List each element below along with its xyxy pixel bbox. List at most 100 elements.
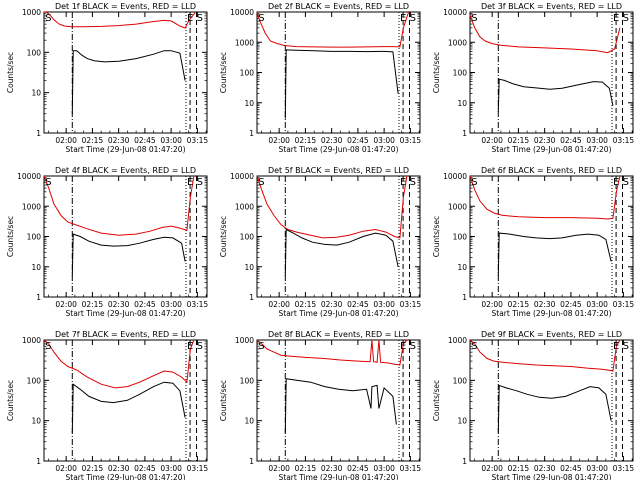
x-tick-label: 03:15 bbox=[613, 300, 635, 309]
x-tick-label: 02:45 bbox=[560, 136, 582, 145]
lld-series-line bbox=[469, 14, 621, 54]
y-tick-label: 100 bbox=[453, 69, 468, 78]
x-axis-label: Start Time (29-Jun-08 01:47:20) bbox=[66, 309, 186, 318]
marker-label-s: S bbox=[623, 13, 629, 24]
x-axis-label: Start Time (29-Jun-08 01:47:20) bbox=[279, 145, 399, 154]
marker-label-e: E bbox=[400, 177, 406, 188]
plot-frame bbox=[469, 11, 634, 134]
y-tick-label: 100 bbox=[453, 376, 468, 385]
y-tick-label: 10000 bbox=[17, 172, 41, 181]
lld-series-line bbox=[43, 11, 196, 29]
x-tick-label: 03:00 bbox=[586, 136, 608, 145]
x-tick-label: 02:00 bbox=[268, 464, 290, 473]
lld-series-line bbox=[469, 339, 621, 372]
chart-title: Det 9f BLACK = Events, RED = LLD bbox=[481, 330, 622, 339]
y-tick-label: 1000 bbox=[448, 38, 467, 47]
events-series-line bbox=[71, 381, 186, 433]
marker-label-e: E bbox=[187, 13, 193, 24]
x-tick-label: 02:30 bbox=[534, 464, 556, 473]
y-tick-label: 1000 bbox=[22, 202, 41, 211]
y-axis-label: Counts/sec bbox=[6, 380, 15, 421]
x-tick-label: 02:00 bbox=[481, 136, 503, 145]
marker-label-e: E bbox=[400, 341, 406, 352]
y-tick-label: 10 bbox=[457, 417, 467, 426]
y-tick-label: 1 bbox=[249, 457, 254, 466]
x-tick-label: 02:30 bbox=[108, 464, 130, 473]
y-tick-label: 10 bbox=[457, 263, 467, 272]
events-series-line bbox=[497, 384, 612, 433]
lld-series-line bbox=[256, 11, 410, 48]
chart-title: Det 3f BLACK = Events, RED = LLD bbox=[481, 2, 622, 11]
chart-title: Det 2f BLACK = Events, RED = LLD bbox=[268, 2, 409, 11]
y-tick-label: 10 bbox=[31, 263, 41, 272]
lld-series-line bbox=[43, 339, 195, 389]
marker-label-s: S bbox=[197, 341, 203, 352]
y-tick-label: 100 bbox=[240, 69, 255, 78]
marker-label-e: E bbox=[187, 341, 193, 352]
x-tick-label: 03:00 bbox=[373, 300, 395, 309]
marker-label-s: S bbox=[471, 13, 477, 24]
lld-series-line bbox=[256, 175, 408, 239]
x-tick-label: 03:15 bbox=[187, 464, 209, 473]
y-tick-label: 10000 bbox=[443, 172, 467, 181]
events-series-line bbox=[284, 49, 399, 119]
x-tick-label: 02:00 bbox=[268, 300, 290, 309]
x-tick-label: 03:00 bbox=[160, 136, 182, 145]
y-tick-label: 1000 bbox=[235, 38, 254, 47]
x-axis-label: Start Time (29-Jun-08 01:47:20) bbox=[66, 473, 186, 480]
y-tick-label: 1 bbox=[36, 293, 41, 302]
y-axis-label: Counts/sec bbox=[6, 216, 15, 257]
x-tick-label: 02:30 bbox=[534, 136, 556, 145]
chart-panel-2: Det 2f BLACK = Events, RED = LLD 1 10 100 10… bbox=[219, 2, 421, 154]
x-tick-label: 02:30 bbox=[534, 300, 556, 309]
y-tick-label: 1 bbox=[36, 457, 41, 466]
x-tick-label: 03:15 bbox=[613, 136, 635, 145]
y-tick-label: 100 bbox=[240, 233, 255, 242]
y-tick-label: 1000 bbox=[22, 8, 41, 17]
chart-panel-7: Det 7f BLACK = Events, RED = LLD 1 10 100 10… bbox=[6, 330, 209, 482]
plot-frame bbox=[43, 175, 208, 298]
lld-series-line bbox=[43, 175, 195, 236]
x-tick-label: 03:00 bbox=[373, 464, 395, 473]
x-tick-label: 03:00 bbox=[586, 464, 608, 473]
y-tick-label: 1000 bbox=[235, 202, 254, 211]
x-tick-label: 02:45 bbox=[347, 464, 369, 473]
x-axis-label: Start Time (29-Jun-08 01:47:20) bbox=[492, 473, 612, 480]
y-axis-label: Counts/sec bbox=[432, 380, 441, 421]
y-tick-label: 10 bbox=[244, 417, 254, 426]
marker-label-s: S bbox=[410, 13, 416, 24]
x-tick-label: 02:15 bbox=[508, 136, 530, 145]
y-axis-label: Counts/sec bbox=[432, 52, 441, 93]
y-tick-label: 1 bbox=[249, 129, 254, 138]
y-tick-label: 1000 bbox=[448, 202, 467, 211]
y-tick-label: 1 bbox=[462, 293, 467, 302]
x-tick-label: 03:15 bbox=[187, 300, 209, 309]
y-tick-label: 10 bbox=[244, 263, 254, 272]
y-tick-label: 10000 bbox=[230, 8, 254, 17]
x-tick-label: 02:15 bbox=[508, 464, 530, 473]
x-tick-label: 02:00 bbox=[481, 300, 503, 309]
x-tick-label: 02:15 bbox=[82, 300, 104, 309]
x-tick-label: 02:45 bbox=[560, 300, 582, 309]
events-series-line bbox=[71, 50, 186, 114]
x-tick-label: 03:15 bbox=[400, 464, 422, 473]
y-tick-label: 1 bbox=[36, 129, 41, 138]
y-tick-label: 10000 bbox=[230, 172, 254, 181]
x-tick-label: 02:00 bbox=[55, 464, 77, 473]
x-tick-label: 02:45 bbox=[134, 464, 156, 473]
y-tick-label: 1000 bbox=[448, 336, 467, 345]
y-tick-label: 100 bbox=[27, 376, 42, 385]
chart-panel-1: Det 1f BLACK = Events, RED = LLD 1 10 100 10… bbox=[6, 2, 208, 154]
chart-title: Det 7f BLACK = Events, RED = LLD bbox=[55, 330, 196, 339]
x-tick-label: 02:00 bbox=[55, 300, 77, 309]
marker-label-s: S bbox=[197, 13, 203, 24]
y-tick-label: 10 bbox=[457, 99, 467, 108]
x-tick-label: 02:45 bbox=[134, 300, 156, 309]
x-tick-label: 03:00 bbox=[586, 300, 608, 309]
marker-label-e: E bbox=[400, 13, 406, 24]
marker-label-s: S bbox=[45, 341, 51, 352]
chart-panel-5: Det 5f BLACK = Events, RED = LLD 1 10 100 10… bbox=[219, 166, 421, 318]
x-tick-label: 02:15 bbox=[295, 136, 317, 145]
x-tick-label: 02:00 bbox=[268, 136, 290, 145]
chart-title: Det 5f BLACK = Events, RED = LLD bbox=[268, 166, 409, 175]
